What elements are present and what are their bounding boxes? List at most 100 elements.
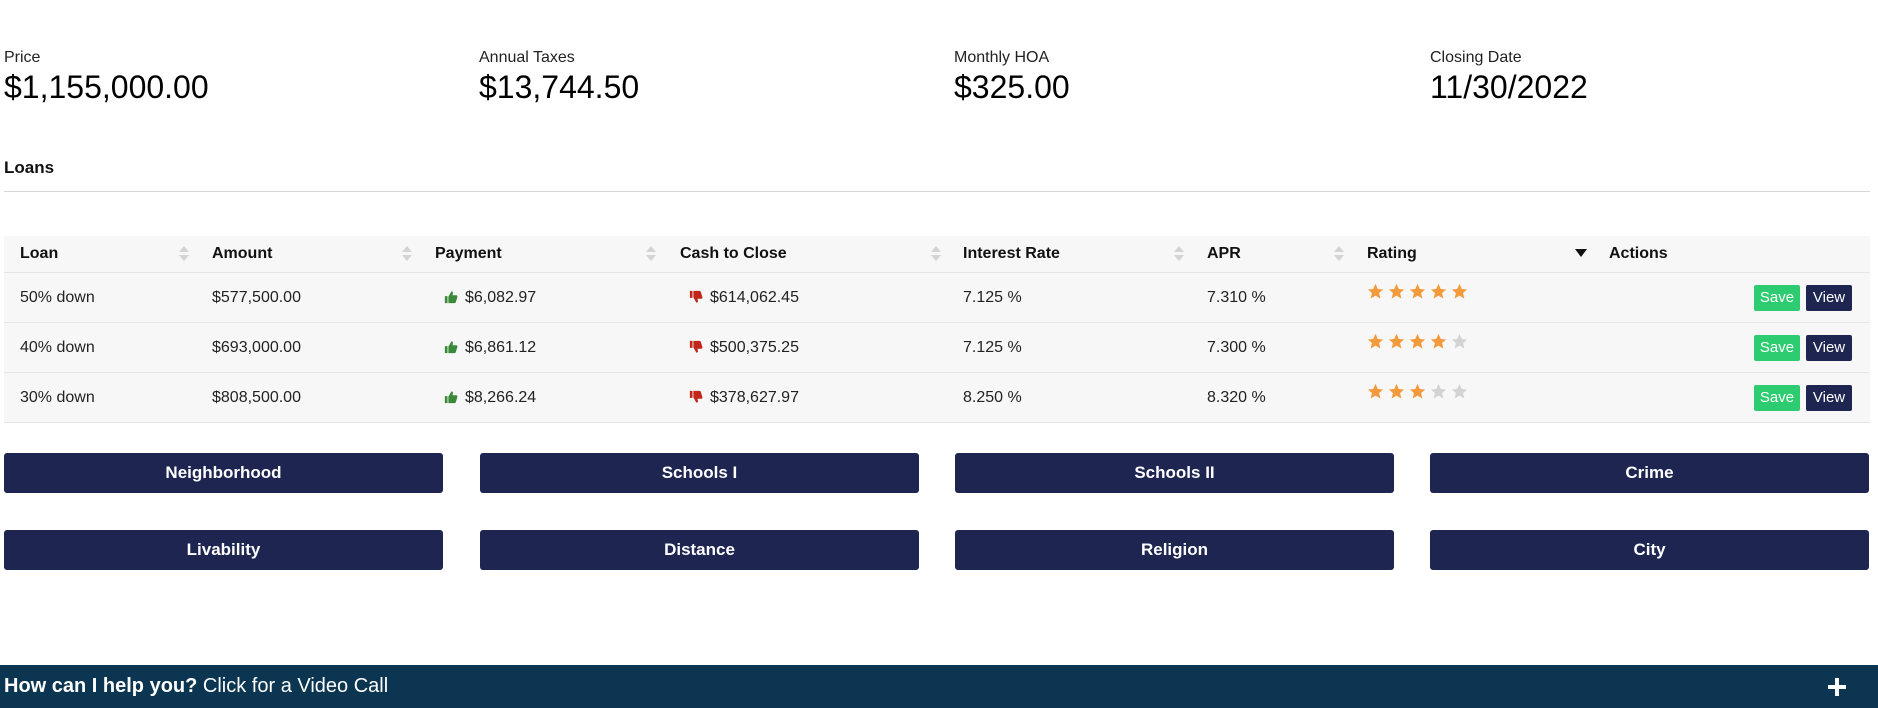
cell-apr: 7.300 % <box>1207 339 1266 356</box>
payment-value: $8,266.24 <box>465 389 537 406</box>
livability-button[interactable]: Livability <box>4 530 443 570</box>
star-filled-icon <box>1430 333 1447 350</box>
cell-interest-rate: 7.125 % <box>963 339 1022 356</box>
video-call-bar[interactable]: How can I help you? Click for a Video Ca… <box>0 665 1878 708</box>
star-filled-icon <box>1367 333 1384 350</box>
cell-amount: $808,500.00 <box>212 389 301 406</box>
column-header-loan[interactable]: Loan <box>20 245 59 262</box>
cell-loan: 30% down <box>20 389 95 406</box>
payment-value: $6,861.12 <box>465 339 537 356</box>
payment-value: $6,082.97 <box>465 289 537 306</box>
cell-cash-to-close: $378,627.97 <box>689 373 799 422</box>
cell-loan: 50% down <box>20 289 95 306</box>
stat-label: Monthly HOA <box>954 49 1050 66</box>
cell-payment: $6,082.97 <box>444 273 536 322</box>
stat-value: $13,744.50 <box>479 69 640 105</box>
cell-payment: $6,861.12 <box>444 323 536 372</box>
stat-value: 11/30/2022 <box>1430 69 1588 105</box>
save-button[interactable]: Save <box>1754 385 1800 411</box>
table-row: 50% down $577,500.00 $6,082.97 $614,062.45 7… <box>4 273 1870 323</box>
cell-interest-rate: 7.125 % <box>963 289 1022 306</box>
thumbs-down-icon <box>689 290 703 304</box>
stat-monthly-hoa: Monthly HOA $325.00 <box>954 48 1070 105</box>
star-empty-icon <box>1451 383 1468 400</box>
sort-descending-icon[interactable] <box>1575 249 1587 257</box>
cell-cash-to-close: $614,062.45 <box>689 273 799 322</box>
thumbs-down-icon <box>689 390 703 404</box>
thumbs-up-icon <box>444 290 458 304</box>
video-call-link: Click for a Video Call <box>197 675 389 697</box>
stat-value: $1,155,000.00 <box>4 69 209 105</box>
loans-table: Loan Amount Payment Cash to Close Intere… <box>4 236 1870 423</box>
summary-stats: Price $1,155,000.00 Annual Taxes $13,744… <box>4 48 1876 108</box>
column-header-amount[interactable]: Amount <box>212 245 273 262</box>
cash-value: $378,627.97 <box>710 389 799 406</box>
column-header-actions: Actions <box>1609 245 1668 262</box>
video-call-text[interactable]: How can I help you? Click for a Video Ca… <box>4 665 388 708</box>
cell-amount: $577,500.00 <box>212 289 301 306</box>
star-filled-icon <box>1451 283 1468 300</box>
distance-button[interactable]: Distance <box>480 530 919 570</box>
religion-button[interactable]: Religion <box>955 530 1394 570</box>
stat-closing-date: Closing Date 11/30/2022 <box>1430 48 1588 105</box>
view-button[interactable]: View <box>1806 385 1852 411</box>
star-filled-icon <box>1367 383 1384 400</box>
stat-annual-taxes: Annual Taxes $13,744.50 <box>479 48 639 105</box>
star-filled-icon <box>1430 283 1447 300</box>
table-header: Loan Amount Payment Cash to Close Intere… <box>4 236 1870 273</box>
sort-icon[interactable] <box>179 245 189 263</box>
video-call-prompt: How can I help you? <box>4 675 198 697</box>
city-button[interactable]: City <box>1430 530 1869 570</box>
star-filled-icon <box>1409 333 1426 350</box>
cell-payment: $8,266.24 <box>444 373 536 422</box>
plus-icon[interactable] <box>1828 678 1846 696</box>
schools-2-button[interactable]: Schools II <box>955 453 1394 493</box>
sort-icon[interactable] <box>1334 245 1344 263</box>
star-filled-icon <box>1388 383 1405 400</box>
column-header-cash-to-close[interactable]: Cash to Close <box>680 245 787 262</box>
cell-interest-rate: 8.250 % <box>963 389 1022 406</box>
rating-stars <box>1367 283 1472 301</box>
rating-stars <box>1367 333 1472 351</box>
thumbs-up-icon <box>444 390 458 404</box>
cell-cash-to-close: $500,375.25 <box>689 323 799 372</box>
stat-label: Price <box>4 49 41 66</box>
stat-label: Closing Date <box>1430 49 1522 66</box>
thumbs-up-icon <box>444 340 458 354</box>
cell-apr: 7.310 % <box>1207 289 1266 306</box>
column-header-rating[interactable]: Rating <box>1367 245 1417 262</box>
star-filled-icon <box>1388 283 1405 300</box>
stat-price: Price $1,155,000.00 <box>4 48 209 105</box>
sort-icon[interactable] <box>1174 245 1184 263</box>
stat-value: $325.00 <box>954 69 1070 105</box>
crime-button[interactable]: Crime <box>1430 453 1869 493</box>
star-empty-icon <box>1451 333 1468 350</box>
table-row: 30% down $808,500.00 $8,266.24 $378,627.97 8… <box>4 373 1870 423</box>
star-filled-icon <box>1388 333 1405 350</box>
sort-icon[interactable] <box>402 245 412 263</box>
loans-heading: Loans <box>4 158 55 177</box>
star-filled-icon <box>1367 283 1384 300</box>
thumbs-down-icon <box>689 340 703 354</box>
save-button[interactable]: Save <box>1754 285 1800 311</box>
view-button[interactable]: View <box>1806 285 1852 311</box>
column-header-apr[interactable]: APR <box>1207 245 1241 262</box>
cash-value: $500,375.25 <box>710 339 799 356</box>
schools-1-button[interactable]: Schools I <box>480 453 919 493</box>
view-button[interactable]: View <box>1806 335 1852 361</box>
table-row: 40% down $693,000.00 $6,861.12 $500,375.25 7… <box>4 323 1870 373</box>
rating-stars <box>1367 383 1472 401</box>
star-filled-icon <box>1409 283 1426 300</box>
save-button[interactable]: Save <box>1754 335 1800 361</box>
sort-icon[interactable] <box>646 245 656 263</box>
cell-apr: 8.320 % <box>1207 389 1266 406</box>
cash-value: $614,062.45 <box>710 289 799 306</box>
neighborhood-button[interactable]: Neighborhood <box>4 453 443 493</box>
star-filled-icon <box>1409 383 1426 400</box>
cell-amount: $693,000.00 <box>212 339 301 356</box>
cell-loan: 40% down <box>20 339 95 356</box>
sort-icon[interactable] <box>931 245 941 263</box>
divider <box>4 191 1870 192</box>
column-header-payment[interactable]: Payment <box>435 245 502 262</box>
column-header-interest-rate[interactable]: Interest Rate <box>963 245 1060 262</box>
